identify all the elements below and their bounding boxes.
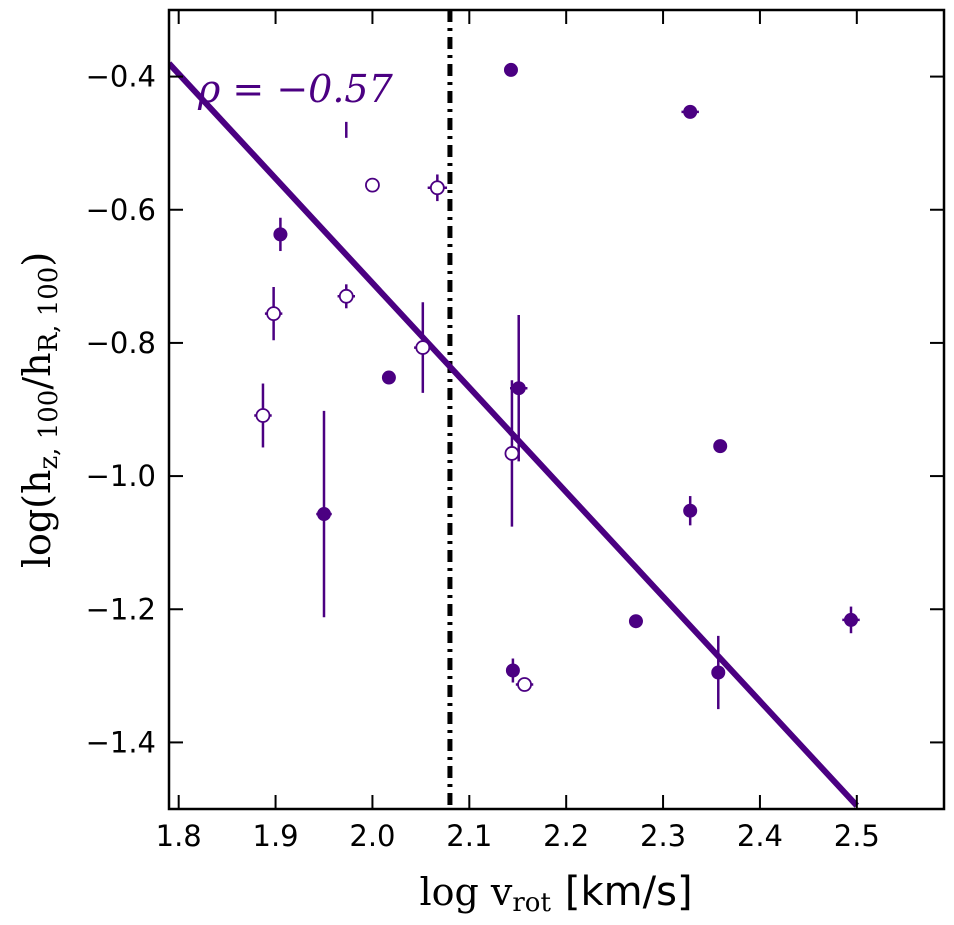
filled-data-point (683, 496, 698, 526)
x-tick-label: 2.2 (543, 819, 589, 853)
open-data-point (254, 383, 272, 448)
y-tick-label: −1.0 (86, 459, 156, 493)
filled-marker (511, 381, 526, 396)
open-data-point (365, 177, 380, 193)
filled-data-point (681, 104, 699, 119)
correlation-annotation: ρ = −0.57 (197, 67, 394, 111)
axis-ticks: 1.8 1.9 2.0 2.1 2.2 2.3 2.4 2.5 −0.4 −0.6 −0.8 −1.0… (86, 10, 944, 853)
filled-marker (683, 503, 698, 518)
x-tick-label: 1.8 (156, 819, 202, 853)
filled-marker (844, 612, 858, 627)
y-tick-label: −0.8 (86, 326, 156, 360)
y-tick-label: −1.4 (86, 725, 156, 759)
x-tick-label: 2.0 (349, 819, 395, 853)
filled-marker (713, 439, 728, 454)
x-tick-label: 2.1 (446, 819, 492, 853)
filled-data-point (711, 635, 726, 710)
open-data-point (504, 380, 520, 527)
data-points (254, 62, 860, 710)
open-marker (517, 677, 532, 692)
filled-data-point (510, 314, 528, 462)
x-axis-label: log vrot [km/s] (419, 869, 692, 918)
filled-marker (381, 370, 396, 385)
x-tick-label: 2.5 (834, 819, 880, 853)
filled-data-point (381, 370, 396, 385)
y-tick-label: −0.6 (86, 193, 156, 227)
filled-marker (711, 665, 726, 680)
open-marker (266, 306, 282, 322)
open-data-point (264, 286, 283, 341)
filled-marker (317, 507, 331, 522)
open-data-point (414, 302, 432, 393)
open-marker (415, 340, 431, 355)
filled-marker (273, 227, 288, 242)
y-axis-label: log(hz, 100/hR, 100) (15, 252, 64, 568)
filled-marker (628, 614, 643, 629)
open-data-point (427, 174, 448, 202)
filled-marker (683, 104, 698, 119)
open-data-point (515, 677, 534, 692)
filled-data-point (503, 62, 518, 77)
x-tick-label: 1.9 (253, 819, 299, 853)
open-marker (429, 180, 445, 196)
x-tick-label: 2.3 (640, 819, 686, 853)
x-tick-label: 2.4 (737, 819, 783, 853)
y-tick-label: −0.4 (86, 60, 156, 94)
plot-background (169, 10, 944, 809)
filled-data-point (842, 606, 860, 634)
open-marker (504, 446, 520, 461)
plot-frame (167, 8, 946, 811)
open-marker (365, 177, 380, 193)
plot-area (169, 10, 860, 809)
filled-data-point (505, 658, 520, 683)
filled-marker (505, 663, 520, 678)
filled-data-point (628, 614, 643, 629)
filled-marker (503, 62, 518, 77)
filled-data-point (316, 410, 332, 618)
filled-data-point (713, 439, 728, 454)
open-marker (255, 408, 271, 423)
y-tick-label: −1.2 (86, 592, 156, 626)
filled-data-point (273, 217, 288, 252)
open-data-point (337, 284, 355, 309)
open-marker (338, 288, 354, 304)
